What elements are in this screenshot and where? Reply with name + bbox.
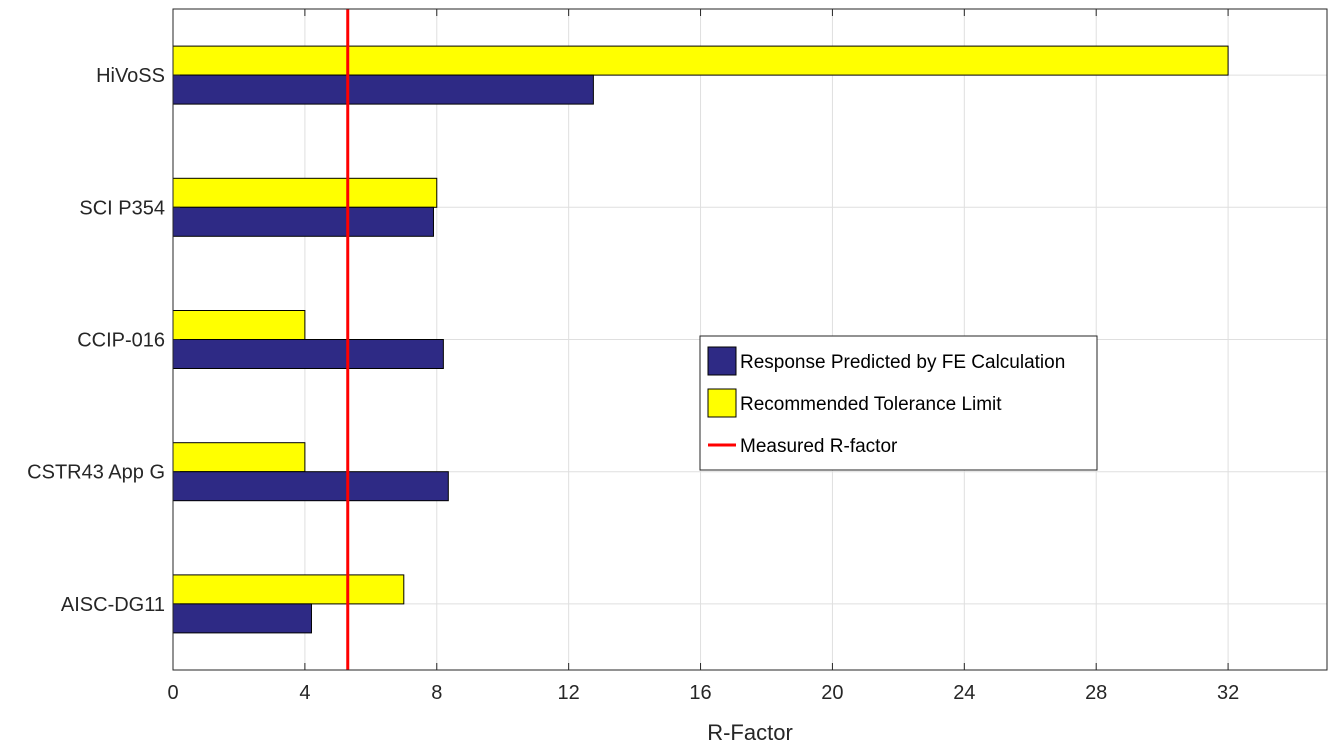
x-axis-title: R-Factor [707, 720, 793, 745]
fe-response-bar [172, 471, 449, 502]
fe-response-bar [172, 206, 434, 237]
tolerance-limit-bar [172, 45, 1229, 76]
fe-response-bar [172, 339, 444, 369]
tolerance-limit-bar [172, 177, 438, 208]
legend-swatch [707, 346, 737, 376]
x-tick-label: 32 [1217, 682, 1239, 704]
tolerance-limit-bar [172, 574, 405, 605]
y-tick-label: CCIP-016 [77, 330, 165, 352]
legend-box [699, 335, 1098, 471]
x-tick-label: 8 [431, 682, 442, 704]
x-axis-ticks: 0 4 8 12 16 20 24 28 32 [167, 9, 1239, 704]
legend: Response Predicted by FE Calculation Reco… [699, 335, 1098, 471]
legend-label: Measured R-factor [740, 436, 898, 457]
legend-label: Response Predicted by FE Calculation [740, 352, 1065, 373]
tolerance-limit-bar [172, 442, 306, 473]
legend-label: Recommended Tolerance Limit [740, 394, 1002, 415]
x-tick-label: 4 [299, 682, 310, 704]
x-tick-label: 28 [1085, 682, 1107, 704]
x-tick-label: 24 [953, 682, 975, 704]
y-tick-label: SCI P354 [79, 197, 165, 219]
x-tick-label: 0 [167, 682, 178, 704]
fe-response-bar [172, 74, 594, 105]
y-tick-label: CSTR43 App G [27, 462, 165, 484]
y-axis-ticks: HiVoSS SCI P354 CCIP-016 CSTR43 App G AISC-D… [27, 65, 180, 616]
x-tick-label: 20 [821, 682, 843, 704]
y-tick-label: HiVoSS [96, 65, 165, 87]
y-tick-label: AISC-DG11 [61, 594, 165, 616]
fe-response-bar [172, 603, 312, 634]
x-tick-label: 16 [689, 682, 711, 704]
x-tick-label: 12 [558, 682, 580, 704]
legend-swatch [707, 388, 737, 418]
tolerance-limit-bar [172, 310, 306, 340]
